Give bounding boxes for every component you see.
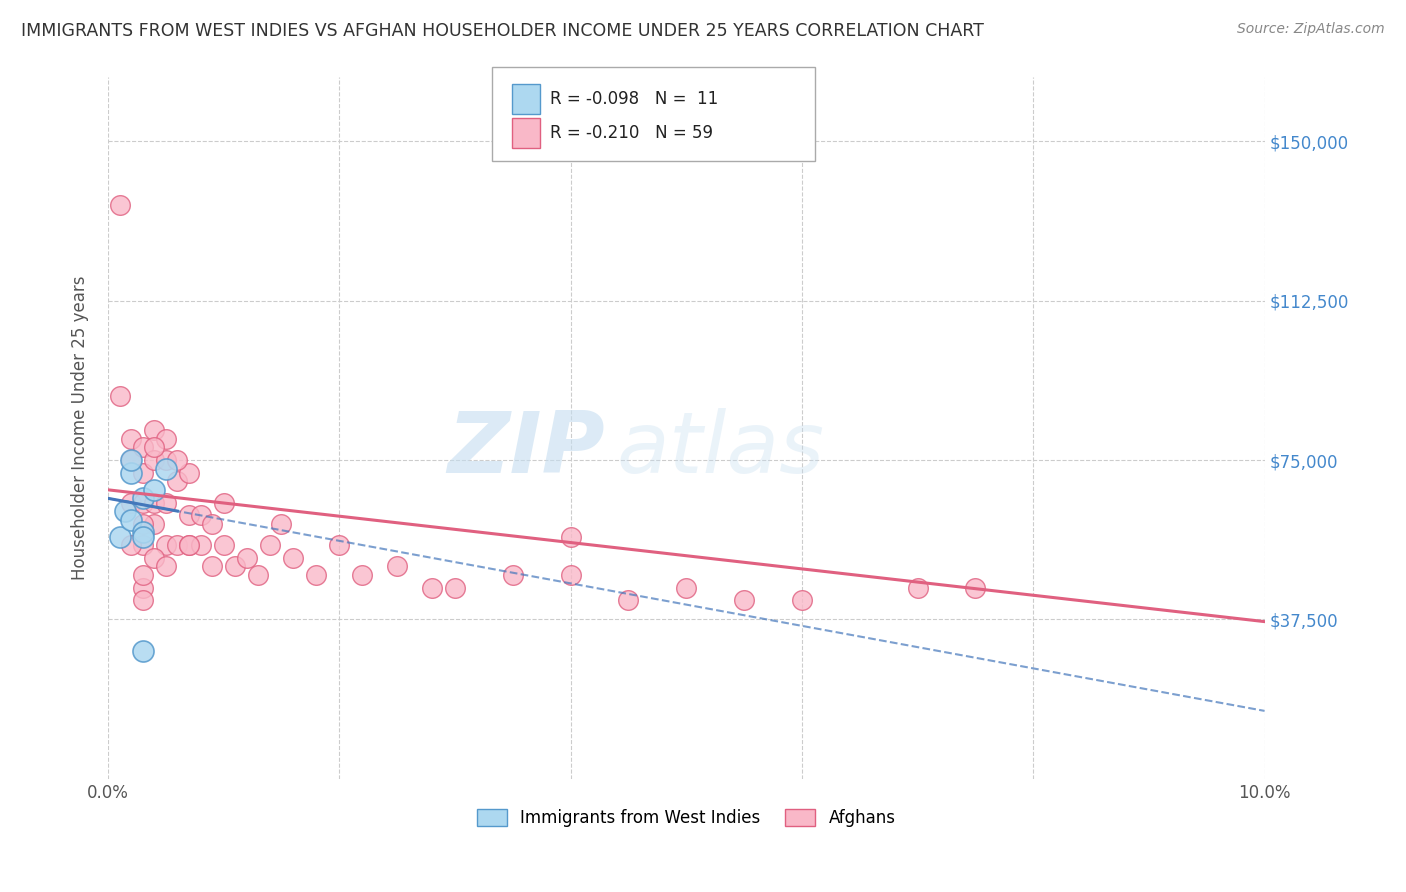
Point <box>675 581 697 595</box>
Point <box>733 593 755 607</box>
Point <box>155 495 177 509</box>
Point <box>155 538 177 552</box>
Point <box>155 559 177 574</box>
Text: R = -0.098   N =  11: R = -0.098 N = 11 <box>550 90 718 108</box>
Point <box>444 581 467 595</box>
Point <box>120 466 142 480</box>
Point <box>120 453 142 467</box>
Point <box>236 550 259 565</box>
Legend: Immigrants from West Indies, Afghans: Immigrants from West Indies, Afghans <box>470 802 903 834</box>
Point <box>131 495 153 509</box>
Point <box>120 512 142 526</box>
Point <box>166 538 188 552</box>
Point <box>352 567 374 582</box>
Point <box>617 593 640 607</box>
Point <box>907 581 929 595</box>
Point <box>143 423 166 437</box>
Point <box>143 483 166 497</box>
Text: ZIP: ZIP <box>447 408 606 491</box>
Point <box>120 538 142 552</box>
Point <box>131 466 153 480</box>
Y-axis label: Householder Income Under 25 years: Householder Income Under 25 years <box>72 276 89 581</box>
Point <box>247 567 270 582</box>
Point <box>131 581 153 595</box>
Point <box>131 530 153 544</box>
Point <box>120 453 142 467</box>
Text: atlas: atlas <box>617 408 825 491</box>
Point <box>120 432 142 446</box>
Point <box>143 495 166 509</box>
Point <box>790 593 813 607</box>
Point <box>108 389 131 403</box>
Point <box>114 504 136 518</box>
Point <box>328 538 350 552</box>
Point <box>108 530 131 544</box>
Point <box>201 516 224 531</box>
Point <box>259 538 281 552</box>
Point <box>131 538 153 552</box>
Point <box>177 538 200 552</box>
Point <box>177 538 200 552</box>
Point <box>143 516 166 531</box>
Point <box>143 440 166 454</box>
Point <box>420 581 443 595</box>
Point <box>560 567 582 582</box>
Point <box>385 559 408 574</box>
Text: Source: ZipAtlas.com: Source: ZipAtlas.com <box>1237 22 1385 37</box>
Point <box>190 508 212 523</box>
Text: IMMIGRANTS FROM WEST INDIES VS AFGHAN HOUSEHOLDER INCOME UNDER 25 YEARS CORRELAT: IMMIGRANTS FROM WEST INDIES VS AFGHAN HO… <box>21 22 984 40</box>
Point <box>560 530 582 544</box>
Point <box>108 198 131 212</box>
Point <box>131 567 153 582</box>
Point <box>190 538 212 552</box>
Text: R = -0.210   N = 59: R = -0.210 N = 59 <box>550 124 713 142</box>
Point <box>965 581 987 595</box>
Point <box>155 461 177 475</box>
Point <box>131 516 153 531</box>
Point <box>155 432 177 446</box>
Point <box>131 644 153 658</box>
Point <box>177 466 200 480</box>
Point <box>305 567 328 582</box>
Point <box>120 495 142 509</box>
Point <box>143 550 166 565</box>
Point <box>177 508 200 523</box>
Point <box>166 475 188 489</box>
Point <box>131 525 153 540</box>
Point <box>281 550 304 565</box>
Point <box>155 453 177 467</box>
Point <box>131 440 153 454</box>
Point <box>166 453 188 467</box>
Point <box>502 567 524 582</box>
Point <box>212 538 235 552</box>
Point <box>131 491 153 506</box>
Point <box>270 516 292 531</box>
Point <box>212 495 235 509</box>
Point <box>201 559 224 574</box>
Point <box>131 593 153 607</box>
Point <box>143 453 166 467</box>
Point <box>224 559 246 574</box>
